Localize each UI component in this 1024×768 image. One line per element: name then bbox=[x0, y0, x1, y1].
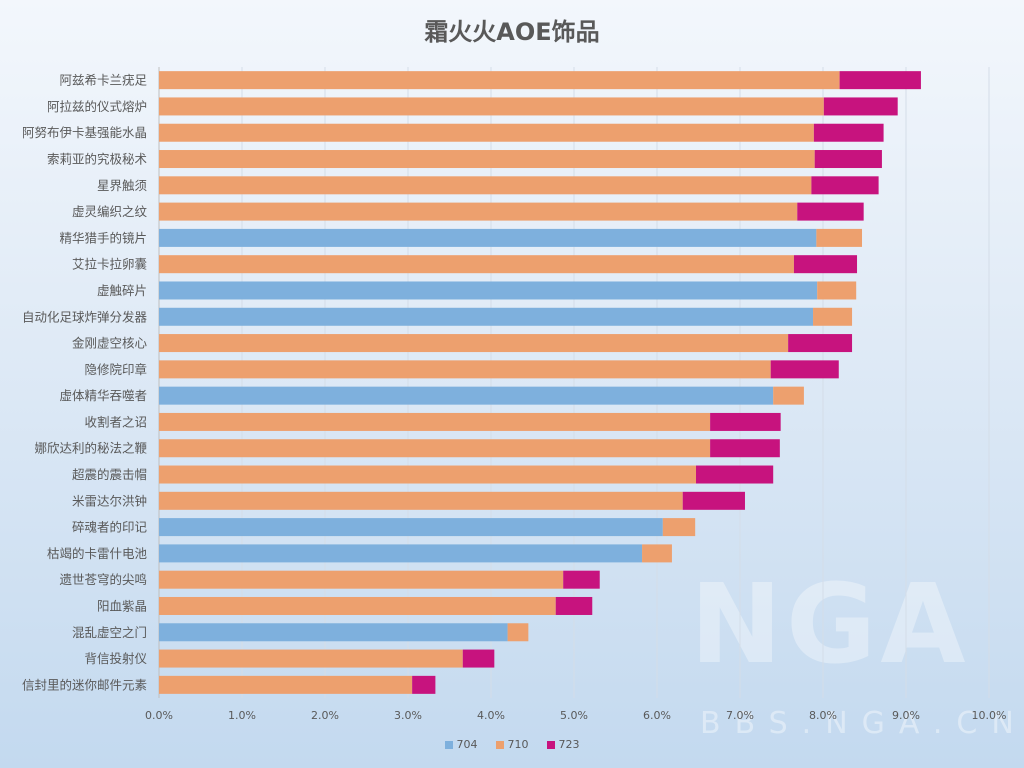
x-tick-label: 2.0% bbox=[311, 709, 339, 722]
category-label: 隐修院印章 bbox=[84, 362, 147, 377]
bar-723 bbox=[797, 202, 864, 221]
category-label: 艾拉卡拉卵囊 bbox=[72, 257, 147, 272]
category-label: 索莉亚的究极秘术 bbox=[47, 152, 148, 167]
chart-title: 霜火火AOE饰品 bbox=[424, 18, 600, 46]
bar-723 bbox=[811, 176, 879, 195]
bar-710 bbox=[662, 518, 696, 537]
x-tick-label: 4.0% bbox=[477, 709, 505, 722]
bar-710 bbox=[159, 150, 815, 169]
bar-710 bbox=[159, 491, 683, 510]
bar-704 bbox=[159, 386, 774, 405]
legend-label: 704 bbox=[456, 738, 478, 751]
category-label: 阿兹希卡兰疣足 bbox=[59, 73, 147, 88]
category-label: 自动化足球炸弹分发器 bbox=[22, 309, 148, 324]
category-label: 虚灵编织之纹 bbox=[72, 204, 148, 219]
legend-item: 710 bbox=[495, 738, 529, 751]
category-label: 阳血紫晶 bbox=[97, 598, 147, 613]
bar-723 bbox=[788, 334, 853, 353]
legend-label: 723 bbox=[558, 738, 580, 751]
bar-723 bbox=[710, 439, 780, 458]
bar-723 bbox=[823, 97, 898, 116]
bar-710 bbox=[159, 649, 463, 668]
watermark-logo: NGA bbox=[690, 560, 970, 688]
x-tick-label: 7.0% bbox=[726, 709, 754, 722]
x-tick-label: 9.0% bbox=[892, 709, 920, 722]
bar-710 bbox=[813, 307, 853, 326]
legend-swatch bbox=[546, 740, 555, 749]
x-tick-label: 6.0% bbox=[643, 709, 671, 722]
bar-723 bbox=[696, 465, 774, 484]
legend-label: 710 bbox=[507, 738, 529, 751]
bar-723 bbox=[412, 675, 436, 694]
bar-710 bbox=[159, 439, 711, 458]
category-label: 遗世苍穹的尖鸣 bbox=[59, 572, 147, 587]
bar-704 bbox=[159, 544, 643, 563]
bar-710 bbox=[159, 675, 413, 694]
bar-723 bbox=[462, 649, 495, 668]
category-label: 碎魂者的印记 bbox=[72, 520, 148, 535]
category-label: 阿拉兹的仪式熔炉 bbox=[47, 99, 147, 114]
legend-swatch bbox=[495, 740, 504, 749]
bar-710 bbox=[159, 255, 794, 274]
x-tick-label: 1.0% bbox=[228, 709, 256, 722]
bar-723 bbox=[555, 596, 593, 615]
category-label: 阿努布伊卡基强能水晶 bbox=[22, 125, 147, 140]
bar-704 bbox=[159, 281, 818, 300]
category-label: 枯竭的卡雷什电池 bbox=[47, 546, 148, 561]
bar-710 bbox=[159, 570, 564, 589]
bar-710 bbox=[642, 544, 672, 563]
bar-710 bbox=[159, 596, 556, 615]
bar-723 bbox=[710, 412, 781, 431]
legend-item: 704 bbox=[444, 738, 478, 751]
bar-710 bbox=[159, 123, 814, 142]
bar-710 bbox=[159, 412, 711, 431]
bar-723 bbox=[563, 570, 600, 589]
legend: 704 710 723 bbox=[0, 738, 1024, 751]
category-label: 金刚虚空核心 bbox=[72, 336, 148, 351]
bar-704 bbox=[159, 307, 814, 326]
category-label: 虚体精华吞噬者 bbox=[59, 388, 147, 403]
bar-710 bbox=[159, 97, 824, 116]
bar-723 bbox=[814, 150, 882, 169]
bar-723 bbox=[813, 123, 884, 142]
legend-swatch bbox=[444, 740, 453, 749]
bar-704 bbox=[159, 623, 508, 642]
bar-723 bbox=[839, 71, 921, 90]
bar-710 bbox=[159, 465, 697, 484]
x-tick-label: 5.0% bbox=[560, 709, 588, 722]
category-label: 收割者之诏 bbox=[84, 414, 147, 429]
bar-704 bbox=[159, 518, 663, 537]
bar-710 bbox=[159, 334, 789, 353]
bar-710 bbox=[159, 71, 840, 90]
category-label: 娜欣达利的秘法之鞭 bbox=[34, 441, 147, 456]
x-tick-label: 0.0% bbox=[145, 709, 173, 722]
watermark-site: BBS.NGA.CN bbox=[700, 706, 1024, 741]
category-label: 星界触须 bbox=[97, 178, 148, 193]
bar-710 bbox=[159, 360, 771, 379]
category-label: 混乱虚空之门 bbox=[72, 625, 147, 640]
bar-723 bbox=[793, 255, 858, 274]
category-label: 虚触碎片 bbox=[97, 283, 147, 298]
bar-710 bbox=[507, 623, 529, 642]
bar-710 bbox=[817, 281, 857, 300]
bar-710 bbox=[773, 386, 804, 405]
bar-710 bbox=[159, 202, 798, 221]
bar-723 bbox=[682, 491, 745, 510]
category-label: 超震的震击帽 bbox=[72, 467, 147, 482]
legend-item: 723 bbox=[546, 738, 580, 751]
category-label: 信封里的迷你邮件元素 bbox=[22, 677, 147, 692]
x-tick-label: 8.0% bbox=[809, 709, 837, 722]
x-tick-label: 3.0% bbox=[394, 709, 422, 722]
category-label: 米雷达尔洪钟 bbox=[72, 493, 147, 508]
category-label: 精华猎手的镜片 bbox=[59, 230, 147, 245]
bar-704 bbox=[159, 228, 817, 247]
bar-723 bbox=[770, 360, 839, 379]
bar-710 bbox=[159, 176, 812, 195]
category-label: 背信投射仪 bbox=[84, 651, 147, 666]
x-tick-label: 10.0% bbox=[972, 709, 1007, 722]
bar-710 bbox=[816, 228, 863, 247]
